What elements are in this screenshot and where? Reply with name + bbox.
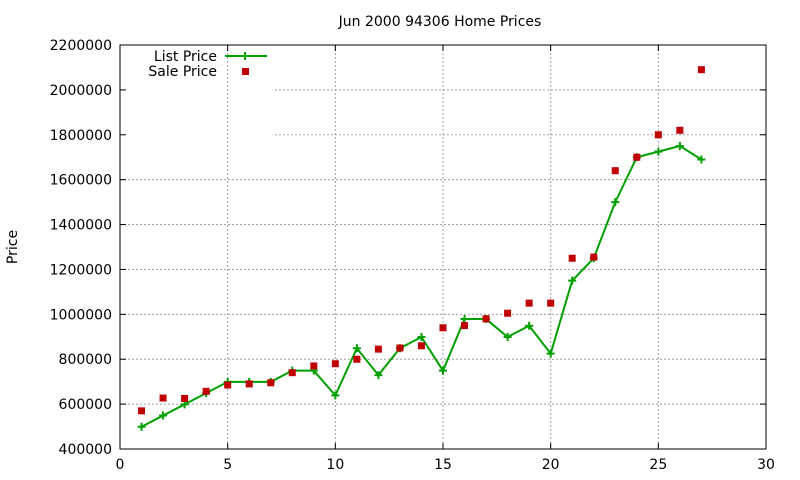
list-price-point (568, 276, 577, 285)
legend: List Price Sale Price (148, 49, 267, 80)
sale-price-point (568, 254, 576, 262)
y-tick-label: 400000 (59, 442, 112, 458)
y-tick-label: 1200000 (50, 262, 112, 278)
legend-marker-list-price (241, 52, 249, 60)
legend-label-list-price: List Price (154, 49, 217, 65)
sale-price-point (547, 299, 555, 307)
x-tick-label: 20 (542, 457, 560, 473)
list-price-point (374, 371, 383, 380)
sale-price-point (288, 369, 296, 377)
list-price-point (137, 422, 146, 431)
sale-price-point (310, 362, 318, 370)
sale-price-point (525, 299, 533, 307)
list-price-point (439, 366, 447, 375)
sale-price-point (611, 167, 619, 175)
y-tick-label: 1000000 (50, 307, 112, 323)
list-price-point (331, 391, 340, 400)
sale-price-point (439, 324, 447, 332)
axis-ticks: 0 5 10 15 20 25 30 400000 600000 800000 1000000 120… (50, 38, 775, 473)
legend-label-sale-price: Sale Price (148, 64, 217, 80)
sale-price-point (697, 66, 705, 74)
x-tick-label: 15 (434, 457, 452, 473)
legend-marker-sale-price (242, 68, 249, 75)
list-price-point (546, 349, 555, 358)
y-tick-label: 2200000 (50, 38, 112, 54)
sale-price-point (138, 407, 146, 415)
sale-price-point (676, 126, 684, 134)
sale-price-point (461, 322, 469, 330)
x-tick-label: 0 (116, 457, 125, 473)
sale-price-point (590, 253, 598, 261)
sale-price-point (396, 344, 404, 352)
y-tick-label: 1800000 (50, 128, 112, 144)
chart-title: Jun 2000 94306 Home Prices (338, 14, 542, 30)
list-price-point (675, 142, 684, 150)
y-tick-label: 1400000 (50, 218, 112, 234)
sale-price-point (374, 345, 382, 353)
grid-lines (120, 45, 766, 449)
list-price-point (503, 333, 512, 342)
sale-price-point (417, 342, 425, 350)
y-tick-label: 600000 (59, 397, 112, 413)
list-price-point (460, 315, 469, 324)
list-price-point (654, 147, 663, 156)
list-price-point (525, 321, 534, 330)
y-tick-label: 800000 (59, 352, 112, 368)
list-price-point (697, 155, 706, 164)
list-price-point (417, 333, 426, 342)
list-price-point (611, 198, 620, 207)
sale-price-point (224, 381, 232, 389)
sale-price-point (654, 131, 662, 139)
x-tick-label: 30 (757, 457, 775, 473)
x-tick-label: 25 (649, 457, 667, 473)
sale-price-point (159, 394, 167, 402)
sale-price-point (202, 387, 210, 395)
y-tick-label: 2000000 (50, 83, 112, 99)
series-marks (137, 66, 706, 431)
x-tick-label: 5 (223, 457, 232, 473)
sale-price-point (331, 360, 339, 368)
y-tick-label: 1600000 (50, 173, 112, 189)
sale-price-point (482, 315, 490, 323)
sale-price-point (245, 380, 253, 388)
sale-price-point (353, 355, 361, 363)
x-tick-label: 10 (326, 457, 344, 473)
list-price-point (159, 411, 168, 420)
sale-price-point (633, 153, 641, 161)
y-axis-label: Price (5, 230, 21, 264)
sale-price-point (181, 395, 189, 402)
sale-price-point (504, 309, 512, 317)
list-price-point (352, 344, 361, 353)
sale-price-point (267, 379, 275, 387)
